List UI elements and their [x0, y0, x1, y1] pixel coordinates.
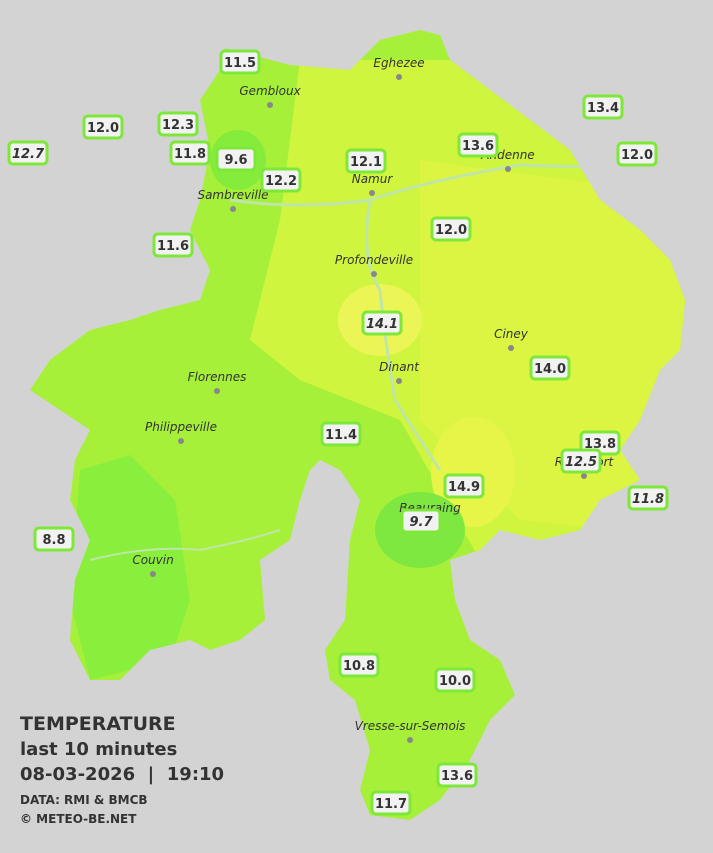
station-value: 13.8 [584, 437, 616, 452]
station-value: 9.7 [409, 515, 433, 530]
station-value: 12.5 [565, 455, 597, 470]
station-box [529, 355, 571, 381]
station-box [361, 310, 403, 336]
city-label: Gembloux [239, 84, 301, 98]
city-label: Philippeville [145, 420, 217, 434]
station-value: 12.3 [162, 118, 194, 133]
station-box [560, 448, 602, 474]
station-value: 10.0 [439, 674, 471, 689]
city-dot [371, 271, 377, 277]
station-box [157, 111, 199, 137]
legend-timestamp: 08-03-2026 | 19:10 [20, 764, 224, 785]
station-value: 8.8 [42, 533, 65, 548]
station-value: 12.2 [265, 174, 297, 189]
station-box [82, 114, 124, 140]
station-box [616, 141, 658, 167]
station-box [345, 148, 387, 174]
station-value: 12.7 [12, 147, 45, 162]
city-label: Namur [352, 172, 394, 186]
station-value: 14.9 [448, 480, 480, 495]
city-dot [396, 378, 402, 384]
station-value: 14.0 [534, 362, 566, 377]
station-box [338, 652, 380, 678]
city-dot [369, 190, 375, 196]
station-value: 12.0 [87, 121, 119, 136]
station-box [627, 485, 669, 511]
station-value: 14.1 [366, 317, 398, 332]
city-dot [505, 166, 511, 172]
city-dot [508, 345, 514, 351]
station-box [400, 508, 442, 534]
station-value: 11.7 [375, 797, 407, 812]
city-label: Vresse-sur-Semois [355, 719, 466, 733]
city-dot [178, 438, 184, 444]
station-box [434, 667, 476, 693]
city-dot [396, 74, 402, 80]
city-label: Couvin [132, 553, 173, 567]
city-dot [230, 206, 236, 212]
legend: TEMPERATURE last 10 minutes 08-03-2026 |… [20, 713, 224, 826]
station-value: 12.0 [621, 148, 653, 163]
station-value: 13.6 [441, 769, 473, 784]
legend-credit: © METEO-BE.NET [20, 812, 137, 826]
city-label: Florennes [188, 370, 247, 384]
city-dot [214, 388, 220, 394]
station-value: 13.4 [587, 101, 619, 116]
station-value: 12.0 [435, 223, 467, 238]
station-box [443, 473, 485, 499]
city-label: Eghezee [373, 56, 424, 70]
station-value: 10.8 [343, 659, 375, 674]
station-box [370, 790, 412, 816]
station-value: 11.6 [157, 239, 189, 254]
city-label: Ciney [494, 327, 529, 341]
station-box [7, 140, 49, 166]
station-box [219, 49, 261, 75]
station-box [320, 421, 362, 447]
city-dot [267, 102, 273, 108]
legend-title: TEMPERATURE [20, 713, 176, 735]
station-box [436, 762, 478, 788]
station-box [169, 140, 211, 166]
station-box [33, 526, 75, 552]
station-box [215, 146, 257, 172]
legend-subtitle: last 10 minutes [20, 739, 177, 760]
station-box [582, 94, 624, 120]
station-value: 11.4 [325, 428, 357, 443]
city-dot [407, 737, 413, 743]
station-value: 11.5 [224, 56, 256, 71]
station-value: 9.6 [224, 153, 247, 168]
city-dot [581, 473, 587, 479]
legend-source: DATA: RMI & BMCB [20, 793, 148, 807]
station-value: 11.8 [174, 147, 206, 162]
city-dot [150, 571, 156, 577]
station-box [152, 232, 194, 258]
station-value: 11.8 [632, 492, 664, 507]
city-label: Dinant [379, 360, 420, 374]
station-value: 12.1 [350, 155, 382, 170]
station-value: 13.6 [462, 139, 494, 154]
city-label: Profondeville [335, 253, 413, 267]
station-box [430, 216, 472, 242]
city-label: Sambreville [197, 188, 268, 202]
station-box [457, 132, 499, 158]
station-box [260, 167, 302, 193]
